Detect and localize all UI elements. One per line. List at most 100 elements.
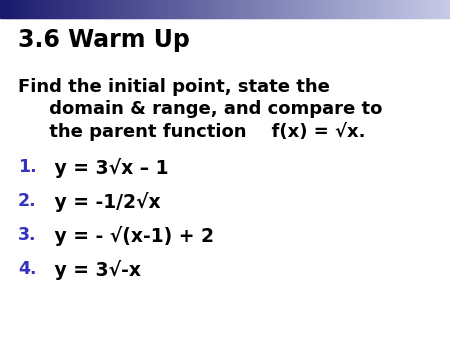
Bar	[322, 0, 325, 18]
Bar	[263, 0, 266, 18]
Bar	[110, 0, 113, 18]
Bar	[216, 0, 219, 18]
Bar	[0, 0, 3, 18]
Bar	[115, 0, 118, 18]
Bar	[176, 0, 179, 18]
Bar	[25, 0, 28, 18]
Bar	[256, 0, 260, 18]
Bar	[155, 0, 158, 18]
Bar	[196, 0, 199, 18]
Bar	[434, 0, 437, 18]
Bar	[158, 0, 161, 18]
Bar	[187, 0, 190, 18]
Bar	[133, 0, 136, 18]
Bar	[119, 0, 122, 18]
Bar	[387, 0, 390, 18]
Bar	[32, 0, 35, 18]
Bar	[45, 0, 48, 18]
Bar	[56, 0, 59, 18]
Bar	[432, 0, 435, 18]
Bar	[376, 0, 379, 18]
Bar	[448, 0, 450, 18]
Bar	[392, 0, 395, 18]
Bar	[356, 0, 359, 18]
Bar	[225, 0, 228, 18]
Bar	[250, 0, 253, 18]
Bar	[441, 0, 444, 18]
Bar	[279, 0, 282, 18]
Bar	[241, 0, 244, 18]
Bar	[50, 0, 53, 18]
Bar	[194, 0, 197, 18]
Bar	[266, 0, 269, 18]
Bar	[27, 0, 30, 18]
Bar	[200, 0, 203, 18]
Bar	[430, 0, 433, 18]
Bar	[290, 0, 293, 18]
Bar	[22, 0, 26, 18]
Text: y = - √(x-1) + 2: y = - √(x-1) + 2	[48, 226, 214, 246]
Bar	[358, 0, 361, 18]
Bar	[86, 0, 89, 18]
Bar	[410, 0, 413, 18]
Bar	[425, 0, 428, 18]
Bar	[20, 0, 23, 18]
Bar	[164, 0, 167, 18]
Bar	[284, 0, 287, 18]
Bar	[117, 0, 120, 18]
Bar	[90, 0, 93, 18]
Bar	[364, 0, 368, 18]
Bar	[108, 0, 111, 18]
Bar	[418, 0, 422, 18]
Bar	[310, 0, 314, 18]
Bar	[344, 0, 347, 18]
Bar	[369, 0, 372, 18]
Bar	[72, 0, 75, 18]
Bar	[202, 0, 206, 18]
Bar	[34, 0, 37, 18]
Bar	[99, 0, 102, 18]
Bar	[88, 0, 91, 18]
Bar	[182, 0, 185, 18]
Bar	[292, 0, 296, 18]
Bar	[180, 0, 183, 18]
Bar	[130, 0, 134, 18]
Text: y = -1/2√x: y = -1/2√x	[48, 192, 161, 212]
Text: y = 3√-x: y = 3√-x	[48, 260, 141, 280]
Bar	[272, 0, 275, 18]
Bar	[7, 0, 10, 18]
Bar	[11, 0, 14, 18]
Bar	[38, 0, 41, 18]
Bar	[351, 0, 354, 18]
Bar	[65, 0, 68, 18]
Bar	[382, 0, 386, 18]
Bar	[218, 0, 221, 18]
Bar	[236, 0, 239, 18]
Bar	[299, 0, 302, 18]
Bar	[76, 0, 80, 18]
Bar	[320, 0, 323, 18]
Bar	[47, 0, 50, 18]
Bar	[173, 0, 176, 18]
Bar	[308, 0, 311, 18]
Bar	[380, 0, 383, 18]
Bar	[135, 0, 138, 18]
Bar	[295, 0, 298, 18]
Bar	[52, 0, 55, 18]
Bar	[315, 0, 318, 18]
Bar	[191, 0, 194, 18]
Bar	[338, 0, 341, 18]
Bar	[436, 0, 440, 18]
Bar	[306, 0, 309, 18]
Bar	[407, 0, 410, 18]
Bar	[166, 0, 170, 18]
Bar	[36, 0, 39, 18]
Bar	[374, 0, 377, 18]
Bar	[252, 0, 255, 18]
Bar	[270, 0, 273, 18]
Bar	[378, 0, 381, 18]
Bar	[360, 0, 363, 18]
Bar	[94, 0, 98, 18]
Bar	[189, 0, 192, 18]
Bar	[396, 0, 399, 18]
